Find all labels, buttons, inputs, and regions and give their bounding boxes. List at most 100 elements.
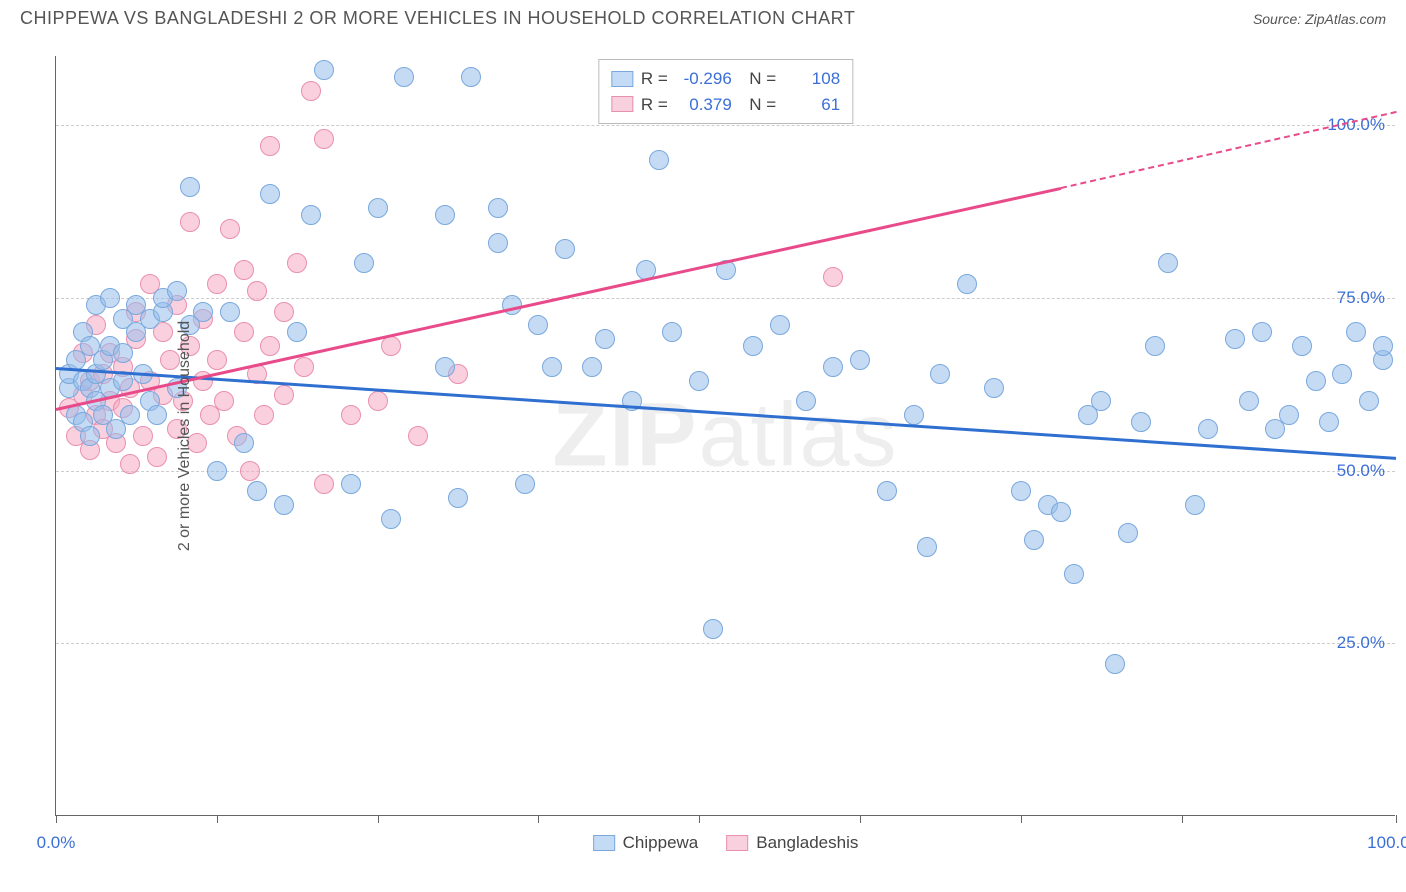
data-point	[1145, 336, 1165, 356]
scatter-chart: ZIPatlas 25.0%50.0%75.0%100.0% 0.0%100.0…	[55, 56, 1395, 816]
data-point	[770, 315, 790, 335]
data-point	[381, 509, 401, 529]
series-legend: Chippewa Bangladeshis	[593, 833, 859, 853]
data-point	[314, 129, 334, 149]
data-point	[301, 205, 321, 225]
legend-row-bangladeshis: R =0.379 N =61	[611, 92, 840, 118]
data-point	[703, 619, 723, 639]
data-point	[247, 281, 267, 301]
swatch-chippewa-icon	[593, 835, 615, 851]
y-tick-label: 50.0%	[1337, 461, 1385, 481]
data-point	[823, 357, 843, 377]
watermark: ZIPatlas	[552, 384, 898, 487]
data-point	[1373, 336, 1393, 356]
data-point	[435, 205, 455, 225]
data-point	[287, 322, 307, 342]
data-point	[435, 357, 455, 377]
data-point	[167, 281, 187, 301]
data-point	[1185, 495, 1205, 515]
data-point	[368, 198, 388, 218]
data-point	[100, 288, 120, 308]
data-point	[247, 481, 267, 501]
data-point	[207, 461, 227, 481]
data-point	[193, 302, 213, 322]
legend-item-chippewa: Chippewa	[593, 833, 699, 853]
data-point	[1105, 654, 1125, 674]
data-point	[1332, 364, 1352, 384]
data-point	[234, 433, 254, 453]
data-point	[595, 329, 615, 349]
swatch-bangladeshis	[611, 96, 633, 112]
data-point	[133, 426, 153, 446]
data-point	[1158, 253, 1178, 273]
data-point	[314, 474, 334, 494]
data-point	[662, 322, 682, 342]
data-point	[930, 364, 950, 384]
data-point	[341, 474, 361, 494]
data-point	[1064, 564, 1084, 584]
data-point	[260, 136, 280, 156]
data-point	[240, 461, 260, 481]
y-axis-label: 2 or more Vehicles in Household	[176, 320, 194, 550]
data-point	[917, 537, 937, 557]
data-point	[314, 60, 334, 80]
trend-line	[56, 187, 1062, 411]
data-point	[850, 350, 870, 370]
data-point	[984, 378, 1004, 398]
swatch-chippewa	[611, 71, 633, 87]
data-point	[1225, 329, 1245, 349]
data-point	[234, 322, 254, 342]
data-point	[120, 405, 140, 425]
data-point	[488, 233, 508, 253]
data-point	[260, 336, 280, 356]
x-tick-label: 0.0%	[37, 833, 76, 853]
data-point	[1292, 336, 1312, 356]
data-point	[823, 267, 843, 287]
data-point	[1359, 391, 1379, 411]
data-point	[1346, 322, 1366, 342]
data-point	[957, 274, 977, 294]
data-point	[689, 371, 709, 391]
data-point	[220, 219, 240, 239]
data-point	[147, 447, 167, 467]
data-point	[214, 391, 234, 411]
data-point	[113, 343, 133, 363]
data-point	[260, 184, 280, 204]
data-point	[394, 67, 414, 87]
data-point	[301, 81, 321, 101]
data-point	[254, 405, 274, 425]
data-point	[1051, 502, 1071, 522]
data-point	[354, 253, 374, 273]
data-point	[528, 315, 548, 335]
data-point	[381, 336, 401, 356]
data-point	[1118, 523, 1138, 543]
data-point	[1252, 322, 1272, 342]
data-point	[1239, 391, 1259, 411]
data-point	[274, 495, 294, 515]
data-point	[341, 405, 361, 425]
data-point	[877, 481, 897, 501]
data-point	[274, 385, 294, 405]
data-point	[1024, 530, 1044, 550]
data-point	[408, 426, 428, 446]
data-point	[1131, 412, 1151, 432]
page-title: CHIPPEWA VS BANGLADESHI 2 OR MORE VEHICL…	[20, 8, 855, 29]
data-point	[1198, 419, 1218, 439]
data-point	[582, 357, 602, 377]
data-point	[274, 302, 294, 322]
data-point	[207, 274, 227, 294]
swatch-bangladeshis-icon	[726, 835, 748, 851]
data-point	[1319, 412, 1339, 432]
data-point	[234, 260, 254, 280]
data-point	[1011, 481, 1031, 501]
data-point	[743, 336, 763, 356]
data-point	[147, 405, 167, 425]
data-point	[448, 488, 468, 508]
data-point	[180, 177, 200, 197]
data-point	[1306, 371, 1326, 391]
data-point	[515, 474, 535, 494]
data-point	[294, 357, 314, 377]
y-tick-label: 75.0%	[1337, 288, 1385, 308]
data-point	[555, 239, 575, 259]
legend-item-bangladeshis: Bangladeshis	[726, 833, 858, 853]
